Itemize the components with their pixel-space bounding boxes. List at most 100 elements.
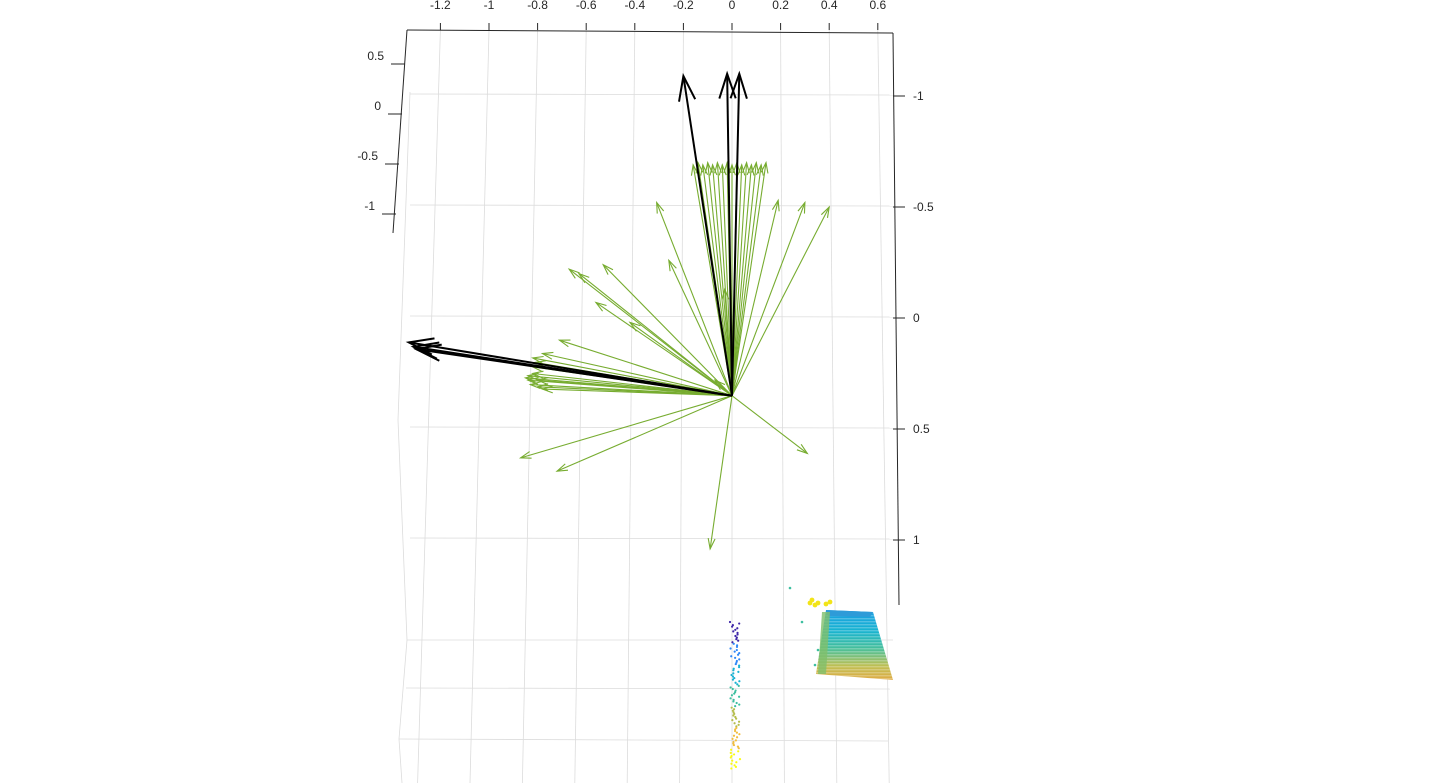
cloud-point <box>731 759 734 762</box>
z-tick-label: -1 <box>364 199 375 213</box>
vector-arrow <box>731 200 806 396</box>
vector-head <box>668 258 677 272</box>
vector-arrow <box>729 70 748 396</box>
vector-head <box>555 463 569 472</box>
cloud-point <box>823 601 829 607</box>
vector-arrow <box>594 301 733 397</box>
cloud-point <box>735 731 738 734</box>
vector-arrow <box>601 263 733 397</box>
vector-shaft <box>556 395 733 472</box>
vector-arrow <box>713 378 733 397</box>
vector-head <box>771 198 780 212</box>
cloud-point <box>728 620 732 624</box>
vector-shaft <box>731 162 748 396</box>
cloud-point <box>738 680 741 683</box>
cloud-point <box>732 669 735 672</box>
cloud-point <box>734 634 737 638</box>
vector-arrow <box>535 377 733 397</box>
y-gridline <box>409 204 894 207</box>
cloud-point <box>737 639 740 642</box>
vector-head <box>796 444 809 455</box>
vector-head <box>751 160 760 174</box>
y-tick-label: 0.5 <box>913 422 930 436</box>
cloud-point <box>737 695 741 698</box>
cloud-point <box>736 633 739 636</box>
x-tick-label: 0.6 <box>869 0 886 12</box>
vector-shaft <box>415 348 733 397</box>
vector-arrow <box>731 163 764 396</box>
cloud-point <box>735 701 738 705</box>
cloud-point <box>730 762 733 765</box>
cloud-point <box>732 743 736 747</box>
cloud-point <box>737 670 740 673</box>
vector-head <box>528 381 542 390</box>
vector-arrow <box>707 395 733 551</box>
cloud-point <box>733 650 736 653</box>
vector-shaft <box>668 260 733 396</box>
vector-shaft <box>682 75 733 396</box>
cloud-point <box>812 602 818 608</box>
vector-head <box>557 339 571 348</box>
vector-arrow <box>731 163 755 396</box>
point-cloud-left-edge <box>818 612 830 674</box>
x-tick-label: 0.4 <box>821 0 838 12</box>
x-tick-label: -1 <box>484 0 495 12</box>
x-tick-label: -0.6 <box>576 0 597 12</box>
vector-arrow <box>668 258 733 396</box>
cloud-point <box>734 681 737 684</box>
cloud-point <box>731 687 734 691</box>
vector-head <box>760 160 769 174</box>
cloud-point <box>734 765 738 768</box>
black-vector-field <box>405 70 748 397</box>
cloud-point <box>733 722 736 725</box>
vector-arrow <box>518 395 733 459</box>
vector-shaft <box>731 395 808 454</box>
cloud-point <box>735 645 739 649</box>
vector-head <box>729 70 748 99</box>
cloud-point <box>735 717 738 720</box>
cloud-point <box>732 734 736 737</box>
cloud-point <box>732 700 735 703</box>
vector-shaft <box>731 162 767 396</box>
vector-head <box>594 301 607 312</box>
cloud-point <box>731 737 734 740</box>
vector-head <box>518 451 532 459</box>
cloud-point <box>732 642 735 645</box>
cloud-point <box>734 705 737 708</box>
vector-arrow <box>412 343 733 397</box>
cloud-point <box>738 664 741 667</box>
vector-head <box>737 163 746 176</box>
vector-head <box>713 378 726 391</box>
vector-head <box>721 287 730 300</box>
x-tick-label: -0.4 <box>624 0 645 12</box>
cloud-point <box>813 663 817 667</box>
vector-head <box>523 374 537 383</box>
x-gridline <box>780 29 785 783</box>
vector-shaft <box>731 206 830 396</box>
vector-arrow <box>731 160 769 396</box>
vector-shaft <box>731 73 741 396</box>
left-axis-line <box>392 29 408 234</box>
y-gridline <box>409 93 894 96</box>
vector-head <box>741 160 750 174</box>
x-tick-label: 0.2 <box>772 0 789 12</box>
cloud-point <box>816 648 820 652</box>
cloud-point <box>732 708 736 711</box>
y-gridline <box>409 315 894 318</box>
vector-head <box>820 205 831 218</box>
cloud-point <box>733 764 736 767</box>
vector-shaft <box>731 202 806 396</box>
vector-arrow <box>704 160 733 396</box>
grid-layer <box>397 29 894 783</box>
cloud-point <box>730 673 733 677</box>
cloud-point <box>733 729 737 733</box>
vector-arrow <box>731 395 809 455</box>
cloud-point <box>737 747 740 750</box>
left-wall-edge <box>397 91 411 783</box>
x-gridline <box>574 29 587 783</box>
z-tick-label: -0.5 <box>357 149 378 163</box>
vector-shaft <box>731 164 762 396</box>
vector-head <box>540 385 554 394</box>
vector-arrow <box>628 321 733 397</box>
